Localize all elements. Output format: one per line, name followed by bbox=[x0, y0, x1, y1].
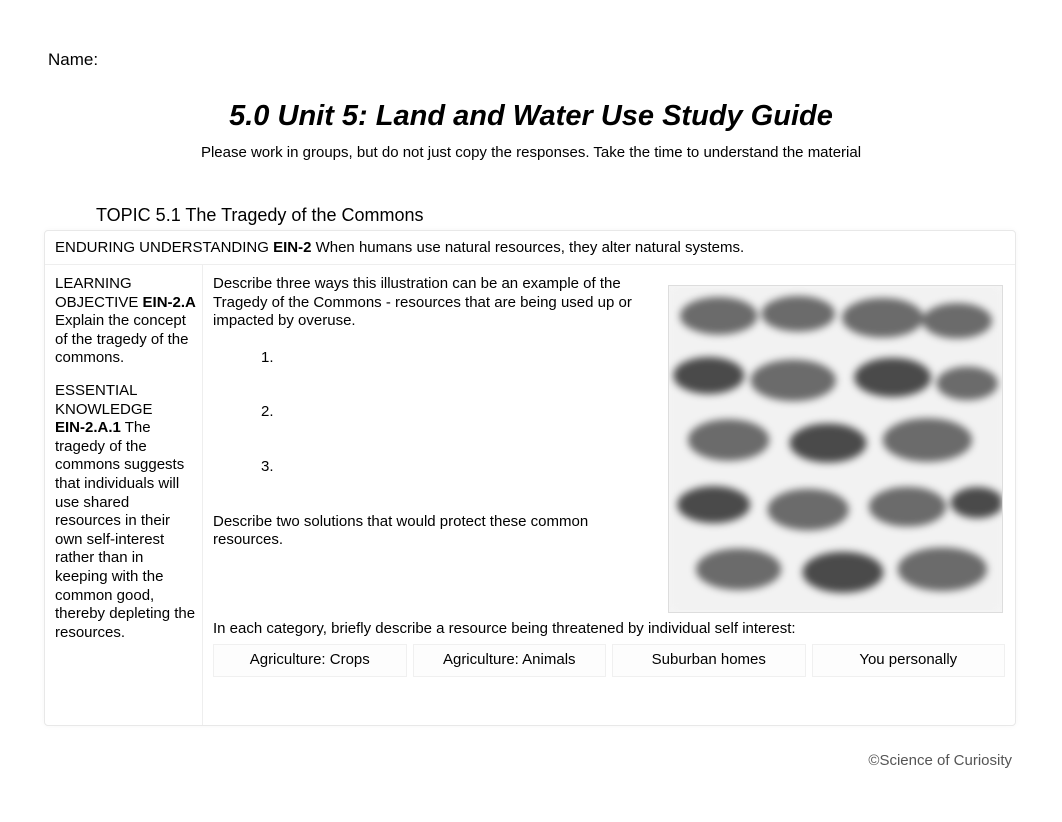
category-crops: Agriculture: Crops bbox=[213, 644, 407, 677]
lo-code: EIN-2.A bbox=[143, 294, 196, 311]
content-table: ENDURING UNDERSTANDING EIN-2 When humans… bbox=[44, 230, 1016, 726]
illustration-traffic bbox=[668, 285, 1003, 613]
enduring-prefix: ENDURING UNDERSTANDING bbox=[55, 239, 273, 256]
essential-knowledge: ESSENTIAL KNOWLEDGE EIN-2.A.1 The traged… bbox=[55, 382, 196, 642]
cars-icon bbox=[669, 286, 1002, 612]
ek-text: The tragedy of the commons suggests that… bbox=[55, 419, 195, 641]
enduring-text: When humans use natural resources, they … bbox=[311, 239, 744, 256]
topic-heading: TOPIC 5.1 The Tragedy of the Commons bbox=[96, 205, 424, 226]
ek-prefix: ESSENTIAL KNOWLEDGE bbox=[55, 382, 196, 419]
lo-prefix: LEARNING OBJECTIVE bbox=[55, 275, 143, 311]
category-personal: You personally bbox=[812, 644, 1006, 677]
left-column: LEARNING OBJECTIVE EIN-2.A Explain the c… bbox=[45, 265, 203, 725]
prompt-solutions: Describe two solutions that would protec… bbox=[213, 513, 653, 550]
page-subtitle: Please work in groups, but do not just c… bbox=[0, 144, 1062, 161]
page-title: 5.0 Unit 5: Land and Water Use Study Gui… bbox=[0, 100, 1062, 133]
category-animals: Agriculture: Animals bbox=[413, 644, 607, 677]
category-row: Agriculture: Crops Agriculture: Animals … bbox=[213, 644, 1005, 677]
enduring-code: EIN-2 bbox=[273, 239, 311, 256]
prompt-three-ways: Describe three ways this illustration ca… bbox=[213, 275, 653, 331]
footer-credit: ©Science of Curiosity bbox=[868, 752, 1012, 769]
lo-text: Explain the concept of the tragedy of th… bbox=[55, 312, 188, 366]
learning-objective: LEARNING OBJECTIVE EIN-2.A Explain the c… bbox=[55, 275, 196, 368]
ek-code: EIN-2.A.1 bbox=[55, 419, 121, 436]
name-label: Name: bbox=[48, 50, 98, 70]
main-row: LEARNING OBJECTIVE EIN-2.A Explain the c… bbox=[45, 265, 1015, 725]
enduring-row: ENDURING UNDERSTANDING EIN-2 When humans… bbox=[45, 231, 1015, 265]
right-column: Describe three ways this illustration ca… bbox=[203, 265, 1015, 725]
prompt-categories: In each category, briefly describe a res… bbox=[213, 620, 1005, 639]
category-suburban: Suburban homes bbox=[612, 644, 806, 677]
